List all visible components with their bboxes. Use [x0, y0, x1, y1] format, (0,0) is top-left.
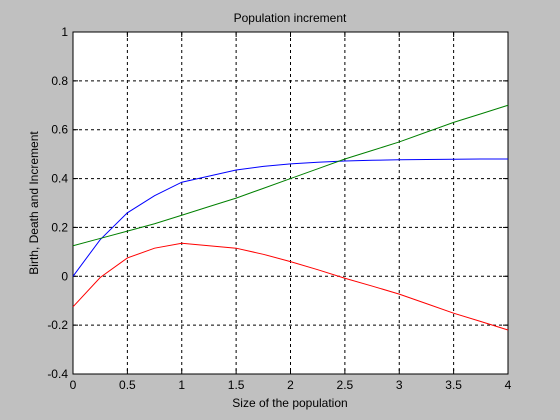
- series-line: [72, 242, 509, 331]
- y-axis-label: Birth, Death and Increment: [27, 131, 41, 275]
- y-tick-label: -0.4: [47, 367, 68, 381]
- x-tick-label: 2.5: [337, 378, 354, 392]
- x-axis-label: Size of the population: [232, 396, 347, 410]
- y-tick-label: 0.2: [51, 220, 68, 234]
- x-tick-label: 3: [396, 378, 403, 392]
- x-tick-label: 1.5: [228, 378, 245, 392]
- x-tick-label: 0: [70, 378, 77, 392]
- y-tick-label: 0.6: [51, 123, 68, 137]
- series-line: [72, 158, 508, 277]
- y-tick-label: 0: [61, 269, 68, 283]
- axes-box: [72, 31, 509, 375]
- x-tick-label: 4: [505, 378, 512, 392]
- x-tick-label: 3.5: [445, 378, 462, 392]
- y-tick-label: 1: [61, 25, 68, 39]
- series-line: [72, 104, 509, 247]
- x-tick-label: 2: [287, 378, 294, 392]
- x-tick-label: 0.5: [119, 378, 136, 392]
- y-tick-label: 0.4: [51, 172, 68, 186]
- chart-title: Population increment: [234, 11, 347, 25]
- y-tick-label: -0.2: [47, 318, 68, 332]
- x-tick-label: 1: [178, 378, 185, 392]
- y-tick-label: 0.8: [51, 74, 68, 88]
